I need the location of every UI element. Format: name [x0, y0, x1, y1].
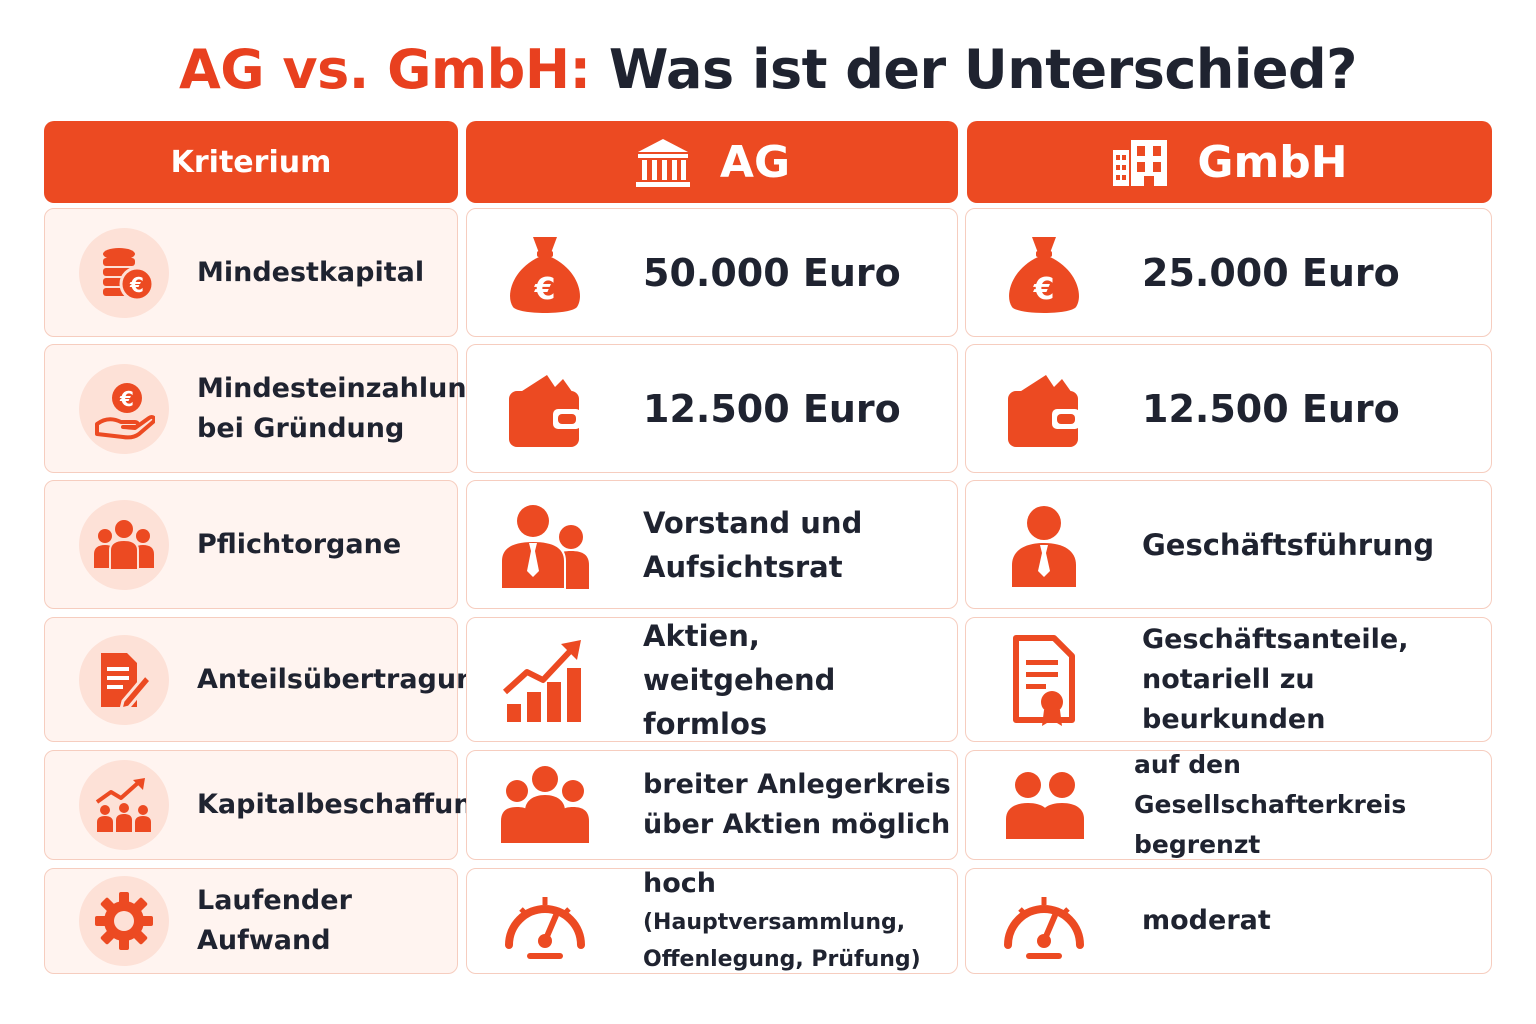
ag-value-main: hoch: [643, 867, 716, 899]
office-building-icon: [1113, 140, 1168, 186]
row-3-gmbh: Geschäftsführung: [965, 480, 1492, 609]
row-5-gmbh: auf den Gesellschafterkreis begrenzt: [965, 750, 1492, 860]
wallet-icon: [1008, 374, 1080, 447]
ag-value-line1: Vorstand und: [643, 505, 863, 540]
row-6-criterion: Laufender Aufwand: [44, 868, 458, 974]
ag-value: hoch (Hauptversammlung, Offenlegung, Prü…: [643, 865, 957, 978]
ag-value-detail1: (Hauptversammlung,: [643, 909, 906, 935]
row-1-gmbh: 25.000 Euro: [965, 208, 1492, 337]
row-4-gmbh: Geschäftsanteile, notariell zu beurkunde…: [965, 617, 1492, 742]
row-3-ag: Vorstand und Aufsichtsrat: [466, 480, 958, 609]
gmbh-value-line2: begrenzt: [1134, 830, 1261, 859]
row-5-criterion: Kapitalbeschaffung: [44, 750, 492, 860]
ag-value-line2: weitgehend formlos: [643, 662, 836, 741]
row-1-ag: 50.000 Euro: [466, 208, 958, 337]
row-4-criterion: Anteilsübertragung: [44, 617, 495, 742]
criterion-label: Kapitalbeschaffung: [197, 789, 492, 820]
gmbh-value: auf den Gesellschafterkreis begrenzt: [1134, 745, 1491, 865]
header-gmbh: GmbH: [967, 121, 1492, 203]
row-6-gmbh: moderat: [965, 868, 1492, 974]
row-2-ag: 12.500 Euro: [466, 344, 958, 473]
ag-value-line1: Aktien,: [643, 618, 760, 653]
criterion-icon-circle: €: [79, 227, 169, 318]
header-gmbh-label: GmbH: [1197, 136, 1348, 188]
criterion-icon-circle: [79, 499, 169, 590]
title-main: Was ist der Unterschied?: [608, 38, 1358, 101]
title-accent: AG vs. GmbH:: [179, 38, 591, 101]
growth-people-icon: [95, 778, 151, 832]
criterion-label: Pflichtorgane: [197, 528, 402, 560]
criterion-label: Laufender Aufwand: [197, 885, 352, 956]
row-2-criterion: € Mindesteinzahlung bei Gründung: [44, 344, 486, 473]
row-4-ag: Aktien, weitgehend formlos: [466, 617, 958, 742]
two-persons-icon: [500, 504, 589, 590]
header-criterion: Kriterium: [44, 121, 458, 203]
document-pen-icon: [101, 652, 154, 711]
ag-value-line1: hoch (Hauptversammlung,: [643, 865, 957, 941]
gear-icon: [95, 892, 153, 950]
hand-euro-icon: €: [95, 382, 155, 439]
row-3-criterion: Pflichtorgane: [44, 480, 458, 609]
gmbh-value: moderat: [1142, 905, 1271, 936]
criterion-icon-circle: €: [79, 363, 169, 454]
row-1-criterion: € Mindestkapital: [44, 208, 458, 337]
ag-value: breiter Anlegerkreis über Aktien möglich: [643, 765, 951, 845]
gmbh-value-line1: Geschäftsanteile,: [1142, 623, 1409, 655]
bank-building-icon: [635, 139, 690, 187]
ag-value: Vorstand und Aufsichtsrat: [643, 501, 862, 589]
criterion-label-line2: bei Gründung: [197, 412, 405, 444]
gmbh-value: Geschäftsanteile, notariell zu beurkunde…: [1142, 620, 1491, 740]
criterion-label-line1: Mindesteinzahlung: [197, 372, 486, 404]
gmbh-value: 12.500 Euro: [1142, 386, 1400, 431]
svg-text:€: €: [119, 387, 134, 411]
two-people-icon: [1006, 772, 1084, 839]
gmbh-value-line1: auf den Gesellschafterkreis: [1134, 750, 1407, 819]
money-bag-icon: [1009, 236, 1079, 313]
criterion-label: Mindesteinzahlung bei Gründung: [197, 369, 486, 449]
ag-value-line2: über Aktien möglich: [643, 809, 951, 840]
single-person-icon: [1012, 505, 1076, 587]
gauge-icon: [499, 875, 591, 967]
gmbh-value-line2: notariell zu beurkunden: [1142, 663, 1326, 735]
ag-value-line1: breiter Anlegerkreis: [643, 769, 951, 800]
group-icon: [94, 519, 154, 571]
criterion-label: Anteilsübertragung: [197, 663, 495, 695]
ag-value: 50.000 Euro: [643, 250, 901, 295]
page-title: AG vs. GmbH: Was ist der Unterschied?: [0, 30, 1536, 110]
header-ag: AG: [466, 121, 958, 203]
row-2-gmbh: 12.500 Euro: [965, 344, 1492, 473]
three-people-icon: [501, 766, 589, 843]
gmbh-value: 25.000 Euro: [1142, 250, 1400, 295]
bar-chart-up-icon: [502, 639, 581, 722]
header-criterion-label: Kriterium: [170, 144, 332, 180]
row-5-ag: breiter Anlegerkreis über Aktien möglich: [466, 750, 958, 860]
criterion-icon-circle: [79, 876, 169, 966]
money-bag-icon: [510, 236, 580, 313]
criterion-icon-circle: [79, 760, 169, 850]
criterion-icon-circle: [79, 634, 169, 725]
certificate-icon: [1013, 634, 1075, 726]
ag-value: 12.500 Euro: [643, 386, 901, 431]
coins-euro-icon: €: [103, 247, 155, 301]
ag-value: Aktien, weitgehend formlos: [643, 614, 957, 746]
gauge-icon: [998, 875, 1090, 967]
criterion-label: Mindestkapital: [197, 256, 425, 288]
svg-text:€: €: [129, 273, 144, 297]
row-6-ag: hoch (Hauptversammlung, Offenlegung, Prü…: [466, 868, 958, 974]
gmbh-value: Geschäftsführung: [1142, 527, 1435, 562]
ag-value-detail2: Offenlegung, Prüfung): [643, 946, 921, 972]
ag-value-line2: Aufsichtsrat: [643, 549, 843, 584]
header-ag-label: AG: [719, 136, 791, 188]
wallet-icon: [509, 374, 581, 447]
